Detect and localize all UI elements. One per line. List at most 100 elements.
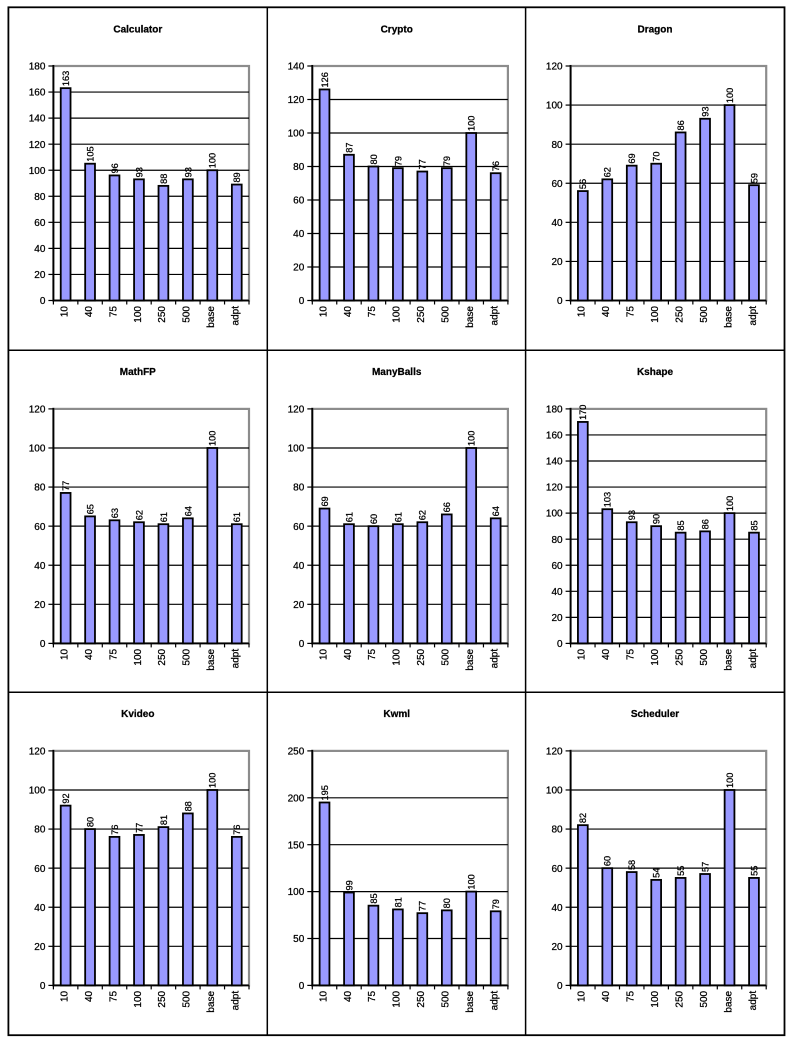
svg-text:79: 79	[442, 156, 452, 166]
svg-text:140: 140	[29, 114, 46, 125]
svg-text:Crypto: Crypto	[381, 24, 413, 35]
svg-text:250: 250	[288, 747, 305, 758]
svg-text:10: 10	[577, 990, 588, 1002]
svg-text:81: 81	[159, 815, 169, 825]
svg-text:500: 500	[699, 990, 710, 1007]
svg-text:200: 200	[288, 793, 305, 804]
svg-text:250: 250	[674, 648, 685, 665]
svg-text:86: 86	[676, 120, 686, 130]
svg-text:base: base	[206, 648, 217, 670]
svg-text:80: 80	[551, 535, 563, 546]
svg-text:40: 40	[84, 648, 95, 660]
svg-text:base: base	[723, 306, 734, 328]
svg-text:89: 89	[232, 172, 242, 182]
svg-text:10: 10	[318, 990, 329, 1002]
svg-text:85: 85	[369, 893, 379, 903]
svg-text:250: 250	[674, 990, 685, 1007]
svg-text:63: 63	[110, 508, 120, 518]
svg-text:64: 64	[183, 506, 193, 516]
svg-text:100: 100	[546, 509, 563, 520]
svg-text:40: 40	[601, 990, 612, 1002]
svg-text:160: 160	[546, 431, 563, 442]
svg-text:adpt: adpt	[489, 649, 500, 669]
svg-text:60: 60	[293, 522, 305, 533]
svg-text:100: 100	[29, 166, 46, 177]
svg-text:40: 40	[293, 229, 305, 240]
svg-text:adpt: adpt	[489, 306, 500, 326]
svg-text:69: 69	[627, 153, 637, 163]
svg-text:180: 180	[29, 62, 46, 73]
svg-text:75: 75	[626, 648, 637, 660]
svg-text:81: 81	[393, 897, 403, 907]
svg-text:100: 100	[392, 990, 403, 1007]
svg-text:100: 100	[725, 773, 735, 788]
svg-text:100: 100	[288, 129, 305, 140]
svg-text:base: base	[723, 648, 734, 670]
svg-text:60: 60	[34, 864, 46, 875]
svg-text:120: 120	[288, 405, 305, 416]
svg-text:99: 99	[344, 880, 354, 890]
svg-text:base: base	[465, 306, 476, 328]
svg-text:65: 65	[85, 504, 95, 514]
svg-text:75: 75	[108, 648, 119, 660]
svg-text:90: 90	[652, 514, 662, 524]
svg-text:76: 76	[232, 825, 242, 835]
svg-text:10: 10	[318, 648, 329, 660]
svg-text:40: 40	[343, 648, 354, 660]
svg-text:500: 500	[182, 990, 193, 1007]
svg-text:0: 0	[557, 981, 563, 992]
svg-text:250: 250	[416, 990, 427, 1007]
svg-text:80: 80	[34, 192, 46, 203]
svg-text:80: 80	[293, 162, 305, 173]
svg-text:40: 40	[551, 587, 563, 598]
svg-text:20: 20	[34, 270, 46, 281]
svg-text:0: 0	[299, 296, 305, 307]
svg-text:20: 20	[34, 600, 46, 611]
svg-text:100: 100	[467, 116, 477, 131]
svg-text:80: 80	[551, 825, 563, 836]
svg-text:120: 120	[546, 483, 563, 494]
svg-text:57: 57	[700, 862, 710, 872]
svg-text:75: 75	[626, 306, 637, 318]
svg-text:0: 0	[40, 639, 46, 650]
svg-text:85: 85	[676, 520, 686, 530]
svg-text:75: 75	[367, 990, 378, 1002]
svg-text:10: 10	[318, 306, 329, 318]
svg-text:60: 60	[551, 179, 563, 190]
svg-text:150: 150	[288, 840, 305, 851]
svg-text:120: 120	[29, 405, 46, 416]
svg-text:120: 120	[29, 747, 46, 758]
svg-text:250: 250	[416, 306, 427, 323]
svg-text:500: 500	[182, 648, 193, 665]
svg-text:61: 61	[159, 512, 169, 522]
svg-text:40: 40	[601, 648, 612, 660]
svg-text:93: 93	[627, 510, 637, 520]
svg-text:60: 60	[369, 514, 379, 524]
svg-text:500: 500	[441, 990, 452, 1007]
svg-text:120: 120	[546, 747, 563, 758]
svg-text:75: 75	[367, 648, 378, 660]
svg-text:77: 77	[418, 901, 428, 911]
svg-text:10: 10	[59, 990, 70, 1002]
svg-text:120: 120	[546, 62, 563, 73]
svg-text:86: 86	[700, 519, 710, 529]
svg-text:100: 100	[546, 101, 563, 112]
svg-text:40: 40	[343, 306, 354, 318]
svg-text:20: 20	[551, 257, 563, 268]
svg-text:79: 79	[393, 156, 403, 166]
svg-text:69: 69	[320, 496, 330, 506]
svg-text:0: 0	[40, 981, 46, 992]
svg-text:55: 55	[749, 866, 759, 876]
svg-text:40: 40	[34, 561, 46, 572]
svg-text:195: 195	[320, 785, 330, 800]
svg-text:54: 54	[652, 868, 662, 878]
svg-text:40: 40	[551, 903, 563, 914]
svg-text:250: 250	[157, 990, 168, 1007]
svg-text:40: 40	[84, 306, 95, 318]
svg-text:100: 100	[546, 786, 563, 797]
svg-text:60: 60	[603, 856, 613, 866]
svg-text:100: 100	[288, 444, 305, 455]
svg-text:62: 62	[134, 510, 144, 520]
svg-text:500: 500	[699, 306, 710, 323]
svg-text:0: 0	[299, 981, 305, 992]
